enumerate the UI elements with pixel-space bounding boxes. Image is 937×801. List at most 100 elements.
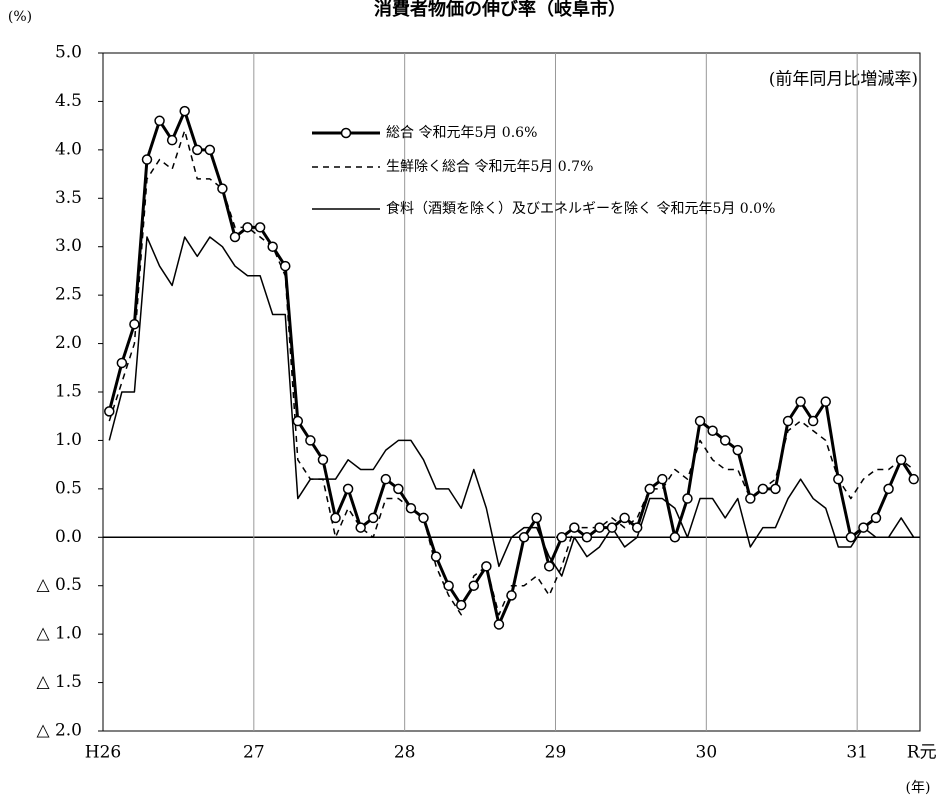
data-point xyxy=(204,144,216,156)
chart-title: 消費者物価の伸び率（岐阜市） xyxy=(374,0,626,20)
x-tick-label: 29 xyxy=(545,743,567,763)
data-point xyxy=(518,532,530,543)
data-point xyxy=(380,473,392,485)
data-point xyxy=(506,590,517,601)
y-tick-label: △ 2.0 xyxy=(36,721,82,741)
plot-frame xyxy=(102,52,921,732)
data-point xyxy=(757,483,769,495)
data-point xyxy=(179,105,190,117)
y-tick-label: 4.0 xyxy=(55,139,82,159)
x-tick-label: R元 xyxy=(907,743,937,763)
data-point xyxy=(556,532,568,543)
series-line xyxy=(107,109,915,626)
y-tick-label: 2.0 xyxy=(55,333,82,353)
data-point xyxy=(481,561,492,572)
data-point xyxy=(707,425,718,436)
data-point xyxy=(317,454,329,466)
data-point xyxy=(493,619,505,630)
data-point xyxy=(833,473,844,485)
data-point xyxy=(606,522,618,533)
data-point xyxy=(267,241,278,252)
data-point xyxy=(594,522,605,533)
data-point xyxy=(770,483,781,495)
legend-marker xyxy=(340,127,352,139)
x-tick-label: 31 xyxy=(846,743,868,763)
y-tick-label: △ 0.5 xyxy=(36,575,82,595)
data-point xyxy=(820,396,831,407)
data-point xyxy=(104,406,115,417)
data-point xyxy=(657,473,668,485)
data-point xyxy=(782,415,794,427)
data-point xyxy=(895,454,907,466)
y-tick-label: 2.5 xyxy=(55,285,82,305)
data-point xyxy=(682,493,693,504)
y-tick-label: 0.5 xyxy=(55,478,82,498)
legend-label: 生鮮除く総合 令和元年5月 0.7% xyxy=(386,159,593,175)
data-point xyxy=(280,260,291,272)
data-point xyxy=(405,502,417,514)
legend-label: 食料（酒類を除く）及びエネルギーを除く 令和元年5月 0.0% xyxy=(386,200,775,217)
data-point xyxy=(229,231,241,243)
data-point xyxy=(908,473,919,485)
data-point xyxy=(870,512,882,524)
data-point xyxy=(166,134,178,146)
data-point xyxy=(581,532,593,543)
note: (前年同月比増減率) xyxy=(769,70,918,90)
data-point xyxy=(531,512,542,524)
y-tick-label: 4.5 xyxy=(55,91,82,111)
legend-label: 総合 令和元年5月 0.6% xyxy=(386,125,537,141)
data-point xyxy=(355,522,366,533)
data-point xyxy=(669,532,681,543)
data-point xyxy=(719,435,731,446)
data-point xyxy=(330,512,341,524)
data-point xyxy=(393,483,404,495)
data-point xyxy=(242,222,253,233)
y-tick-label: △ 1.0 xyxy=(36,624,82,644)
x-unit: (年) xyxy=(906,780,931,796)
data-point xyxy=(129,318,140,330)
data-point xyxy=(644,483,656,495)
data-point xyxy=(732,444,743,456)
data-point xyxy=(455,599,467,611)
data-point xyxy=(858,522,869,533)
y-tick-label: 3.5 xyxy=(55,188,82,208)
data-point xyxy=(807,415,819,427)
y-tick-label: 1.0 xyxy=(55,430,82,450)
x-tick-label: 28 xyxy=(394,743,416,763)
data-point xyxy=(694,415,706,427)
data-point xyxy=(418,512,429,524)
y-tick-label: 1.5 xyxy=(55,382,82,402)
data-point xyxy=(192,144,203,156)
y-unit: (%) xyxy=(8,9,32,25)
data-point xyxy=(443,580,454,591)
data-point xyxy=(141,154,153,165)
data-point xyxy=(367,512,379,524)
data-point xyxy=(292,415,304,427)
data-point xyxy=(619,512,630,524)
data-point xyxy=(468,580,480,591)
data-point xyxy=(631,522,643,533)
x-tick-label: 27 xyxy=(243,743,265,763)
y-tick-label: 0.0 xyxy=(55,527,82,547)
data-point xyxy=(795,396,806,407)
data-point xyxy=(254,222,266,233)
data-point xyxy=(543,561,555,572)
data-point xyxy=(305,435,316,446)
y-tick-label: 5.0 xyxy=(55,43,82,63)
data-point xyxy=(569,522,580,533)
data-point xyxy=(745,493,756,504)
data-point xyxy=(845,532,857,543)
series-line xyxy=(108,236,915,577)
y-tick-label: 3.0 xyxy=(55,236,82,256)
data-point xyxy=(116,357,128,369)
data-point xyxy=(217,183,228,194)
data-point xyxy=(430,551,442,562)
x-tick-label: H26 xyxy=(85,743,121,763)
data-point xyxy=(342,483,354,495)
data-point xyxy=(154,115,165,127)
y-tick-label: △ 1.5 xyxy=(36,672,82,692)
x-tick-label: 30 xyxy=(696,743,718,763)
data-point xyxy=(883,483,894,495)
